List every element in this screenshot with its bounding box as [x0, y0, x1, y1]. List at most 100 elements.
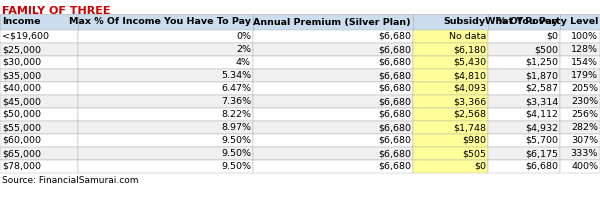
Text: $25,000: $25,000: [2, 45, 41, 54]
Text: 7.36%: 7.36%: [221, 97, 251, 106]
Bar: [488, 134, 560, 147]
Bar: [78, 95, 253, 108]
Text: $4,093: $4,093: [453, 84, 486, 93]
Text: 9.50%: 9.50%: [221, 149, 251, 158]
Bar: [413, 108, 488, 121]
Bar: [0, 121, 78, 134]
Text: 400%: 400%: [571, 162, 598, 171]
Bar: [253, 134, 413, 147]
Bar: [253, 108, 413, 121]
Text: $6,680: $6,680: [378, 162, 411, 171]
Bar: [253, 14, 413, 30]
Text: 4%: 4%: [236, 58, 251, 67]
Bar: [78, 108, 253, 121]
Bar: [0, 69, 78, 82]
Text: 0%: 0%: [236, 32, 251, 41]
Bar: [78, 14, 253, 30]
Text: $55,000: $55,000: [2, 123, 41, 132]
Bar: [560, 69, 600, 82]
Bar: [0, 147, 78, 160]
Bar: [488, 69, 560, 82]
Bar: [78, 147, 253, 160]
Text: $0: $0: [546, 32, 558, 41]
Bar: [253, 95, 413, 108]
Bar: [560, 82, 600, 95]
Text: 8.97%: 8.97%: [221, 123, 251, 132]
Bar: [253, 69, 413, 82]
Bar: [78, 69, 253, 82]
Text: $6,680: $6,680: [378, 97, 411, 106]
Bar: [560, 134, 600, 147]
Bar: [413, 43, 488, 56]
Bar: [0, 56, 78, 69]
Text: $6,680: $6,680: [378, 149, 411, 158]
Text: Subsidy: Subsidy: [444, 18, 486, 26]
Bar: [413, 30, 488, 43]
Bar: [253, 43, 413, 56]
Text: $6,680: $6,680: [378, 110, 411, 119]
Text: $6,680: $6,680: [378, 32, 411, 41]
Text: $40,000: $40,000: [2, 84, 41, 93]
Text: $35,000: $35,000: [2, 71, 41, 80]
Bar: [0, 108, 78, 121]
Text: $4,112: $4,112: [525, 110, 558, 119]
Bar: [0, 160, 78, 173]
Bar: [413, 82, 488, 95]
Bar: [253, 56, 413, 69]
Text: $6,680: $6,680: [378, 136, 411, 145]
Bar: [488, 43, 560, 56]
Text: 333%: 333%: [571, 149, 598, 158]
Bar: [488, 95, 560, 108]
Text: 128%: 128%: [571, 45, 598, 54]
Text: Max % Of Income You Have To Pay: Max % Of Income You Have To Pay: [69, 18, 251, 26]
Text: 9.50%: 9.50%: [221, 162, 251, 171]
Text: $500: $500: [534, 45, 558, 54]
Text: $6,680: $6,680: [378, 123, 411, 132]
Bar: [78, 121, 253, 134]
Text: $505: $505: [462, 149, 486, 158]
Text: $50,000: $50,000: [2, 110, 41, 119]
Bar: [413, 14, 488, 30]
Bar: [78, 30, 253, 43]
Text: $4,932: $4,932: [525, 123, 558, 132]
Bar: [413, 69, 488, 82]
Text: $6,680: $6,680: [378, 58, 411, 67]
Text: $78,000: $78,000: [2, 162, 41, 171]
Text: Annual Premium (Silver Plan): Annual Premium (Silver Plan): [253, 18, 411, 26]
Text: What You Pay: What You Pay: [485, 18, 558, 26]
Text: 100%: 100%: [571, 32, 598, 41]
Bar: [413, 134, 488, 147]
Text: $1,748: $1,748: [453, 123, 486, 132]
Bar: [488, 56, 560, 69]
Text: $0: $0: [474, 162, 486, 171]
Text: Source: FinancialSamurai.com: Source: FinancialSamurai.com: [2, 176, 139, 185]
Text: $4,810: $4,810: [453, 71, 486, 80]
Bar: [560, 56, 600, 69]
Text: $65,000: $65,000: [2, 149, 41, 158]
Bar: [488, 30, 560, 43]
Bar: [560, 147, 600, 160]
Bar: [413, 121, 488, 134]
Text: % Of Poverty Level: % Of Poverty Level: [497, 18, 598, 26]
Text: 6.47%: 6.47%: [221, 84, 251, 93]
Text: $45,000: $45,000: [2, 97, 41, 106]
Text: 307%: 307%: [571, 136, 598, 145]
Bar: [560, 30, 600, 43]
Text: 9.50%: 9.50%: [221, 136, 251, 145]
Bar: [78, 43, 253, 56]
Bar: [0, 134, 78, 147]
Text: No data: No data: [449, 32, 486, 41]
Bar: [488, 160, 560, 173]
Text: $30,000: $30,000: [2, 58, 41, 67]
Text: Income: Income: [2, 18, 41, 26]
Text: 282%: 282%: [571, 123, 598, 132]
Text: $6,680: $6,680: [378, 84, 411, 93]
Text: $1,870: $1,870: [525, 71, 558, 80]
Bar: [253, 160, 413, 173]
Text: 5.34%: 5.34%: [221, 71, 251, 80]
Bar: [488, 121, 560, 134]
Bar: [413, 56, 488, 69]
Text: $6,680: $6,680: [525, 162, 558, 171]
Bar: [78, 134, 253, 147]
Bar: [560, 108, 600, 121]
